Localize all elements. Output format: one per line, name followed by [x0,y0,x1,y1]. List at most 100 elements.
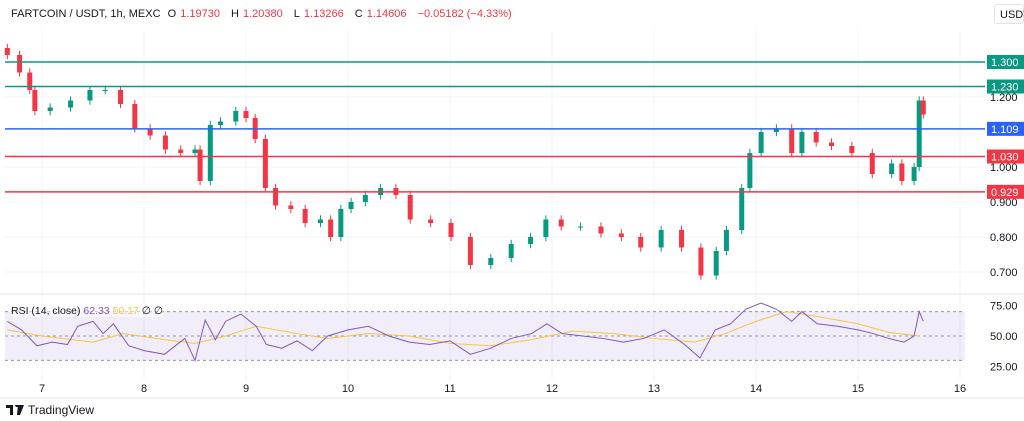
candle-body [679,230,685,248]
rsi-extra-1: ∅ [141,305,151,317]
candle-body [789,128,795,153]
candle [758,127,764,158]
candle [773,124,779,137]
candle-body [618,233,624,237]
candle-body [869,153,875,174]
candle [598,222,604,238]
candle [262,134,268,193]
candle [920,96,926,119]
candle-body [68,100,74,108]
candle [698,243,704,280]
close-value: 1.14606 [366,8,407,20]
candle-body [508,244,514,258]
rsi-line [7,302,924,362]
candle [87,85,93,105]
candle [407,190,413,224]
candle-body [4,48,10,55]
candle [723,225,729,256]
candle-body [317,219,323,223]
candle-body [899,163,905,181]
candle [17,50,23,77]
candle [302,204,308,228]
candle-body [747,153,753,188]
candle-body [911,167,917,181]
candle [207,120,213,186]
candle [658,225,664,252]
level-price-label: 0.929 [991,187,1019,199]
candle-body [407,195,413,220]
open-value: 1.19730 [180,8,220,20]
price-tick-label: 0.900 [990,197,1018,209]
time-tick-label: 15 [852,383,864,395]
candle-body [758,132,764,153]
price-tick-label: 0.700 [990,267,1018,279]
candle-body [147,128,153,136]
time-tick-label: 12 [546,383,558,395]
candle-body [558,219,564,227]
candle-body [698,247,704,276]
candle-body [889,163,895,174]
candle [578,222,584,231]
candle [192,145,198,158]
tradingview-logo-icon [6,405,24,415]
candle-body [338,209,344,237]
candle [713,246,719,280]
currency-button[interactable]: USDT [994,4,1024,24]
candle-body [328,219,334,237]
rsi-legend[interactable]: RSI (14, close) 62.33 50.17 ∅ ∅ [11,305,164,317]
high-value: 1.20380 [242,8,283,20]
level-price-badge [987,79,1024,94]
candle [243,106,249,123]
candle [448,218,454,242]
candle-body [428,219,434,223]
candle-body [799,132,805,153]
candle-body [813,132,819,143]
candle [132,99,138,133]
candle [916,96,922,172]
time-tick-label: 13 [648,383,660,395]
candle-body [32,90,38,111]
candle-body [118,90,124,104]
rsi-tick-label: 50.00 [990,331,1018,343]
candle [32,85,38,116]
candle [899,159,905,186]
candle-body [528,237,534,244]
candle-body [598,226,604,234]
candle [147,124,153,140]
candle-body [739,188,745,230]
candle [889,159,895,179]
time-tick-label: 8 [141,383,147,395]
candle [467,232,473,270]
level-price-badge [987,184,1024,199]
level-price-label: 1.230 [991,82,1019,94]
tradingview-logo[interactable]: TradingView [6,403,94,417]
candle-body [448,223,454,237]
candle-body [273,188,279,206]
candle [348,197,354,214]
level-price-badge [987,149,1024,164]
candle-body [262,139,268,188]
symbol-title[interactable]: FARTCOIN / USDT, 1h, MEXC [11,8,161,20]
candle-body [723,230,729,251]
price-tick-label: 0.800 [990,232,1018,244]
level-price-badge [987,121,1024,136]
change-value: −0.05182 (−4.33%) [417,8,512,20]
rsi-tick-label: 25.00 [990,362,1018,374]
rsi-value: 62.33 [83,305,110,317]
level-price-label: 1.109 [991,124,1019,136]
candle [118,85,124,109]
rsi-extra-2: ∅ [153,305,164,317]
candle [362,190,368,207]
candle [679,225,685,252]
candle [218,117,223,130]
candle [317,215,323,228]
candle-body [362,195,368,202]
candle-body [543,219,549,237]
low-value: 1.13266 [303,8,344,20]
candle [849,141,855,158]
candle [178,145,184,158]
candle-body [47,107,53,111]
candle-body [162,135,168,150]
candle-body [828,142,834,146]
